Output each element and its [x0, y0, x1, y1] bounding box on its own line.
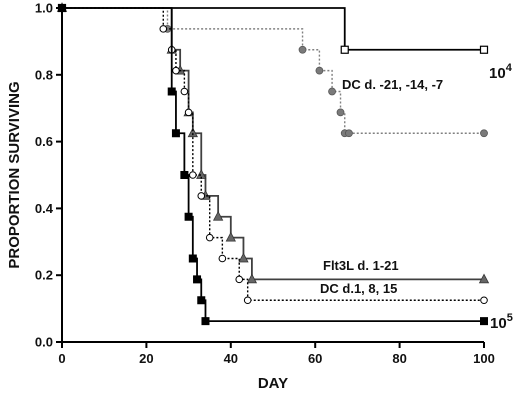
annotations: 104 DC d. -21, -14, -7 Flt3L d. 1-21 DC … [320, 62, 513, 332]
x-ticks: 0 20 40 60 80 100 [58, 342, 495, 366]
data-point [340, 45, 349, 54]
y-tick-label: 0.6 [35, 134, 53, 149]
x-tick-label: 100 [473, 351, 495, 366]
x-tick-label: 60 [308, 351, 322, 366]
data-point [238, 252, 249, 263]
series-gray-triangle [56, 2, 490, 284]
data-point [298, 45, 307, 54]
annotation-dc-post: DC d.1, 8, 15 [320, 281, 397, 296]
series-gray-circle [58, 4, 488, 138]
data-point [480, 296, 488, 305]
data-point [159, 25, 168, 33]
x-tick-label: 20 [139, 351, 153, 366]
data-point [336, 108, 345, 117]
x-tick-label: 80 [392, 351, 406, 366]
data-point [188, 254, 197, 263]
plot-frame [61, 8, 484, 343]
series-line [62, 7, 484, 301]
data-point [218, 254, 227, 263]
data-point [480, 317, 488, 326]
annotation-dose-10-4: 104 [489, 62, 513, 82]
data-point [246, 273, 258, 284]
series-line [62, 7, 484, 281]
data-point [171, 129, 180, 138]
data-point [184, 212, 193, 221]
data-point [315, 66, 324, 75]
annotation-dose-10-5-exp: 5 [507, 312, 513, 324]
data-point [180, 87, 189, 96]
series-black-square [58, 4, 488, 326]
y-ticks: 0.0 0.2 0.4 0.6 0.8 1.0 [35, 1, 62, 350]
series-layer [56, 2, 490, 326]
annotation-flt3l: Flt3L d. 1-21 [323, 258, 399, 273]
annotation-dc-pre: DC d. -21, -14, -7 [342, 77, 443, 92]
data-point [189, 171, 197, 179]
annotation-dose-10-5-base: 10 [490, 315, 507, 332]
data-point [58, 4, 66, 12]
data-point [197, 296, 206, 305]
data-point [180, 171, 189, 179]
y-tick-label: 1.0 [35, 1, 53, 16]
data-point [184, 108, 193, 117]
data-point [193, 275, 202, 284]
data-point [479, 45, 489, 54]
annotation-dose-10-4-exp: 4 [506, 62, 513, 74]
y-tick-label: 0.0 [35, 335, 53, 350]
annotation-dose-10-4-base: 10 [489, 65, 506, 82]
data-point [212, 210, 224, 221]
series-line [62, 7, 484, 51]
series-line [62, 7, 484, 323]
y-tick-label: 0.4 [35, 201, 54, 216]
data-point [235, 275, 244, 284]
x-tick-label: 40 [224, 351, 238, 366]
data-point [225, 231, 236, 242]
y-axis-title: PROPORTION SURVIVING [6, 81, 23, 268]
data-point [243, 296, 252, 305]
x-tick-label: 0 [58, 351, 65, 366]
data-point [205, 233, 214, 242]
x-axis-title: DAY [258, 375, 288, 392]
data-point [201, 317, 210, 326]
data-point [167, 87, 176, 96]
y-tick-label: 0.2 [35, 268, 53, 283]
annotation-dose-10-5: 105 [490, 312, 513, 332]
data-point [172, 66, 180, 75]
data-point [480, 129, 488, 138]
data-point [187, 127, 198, 138]
series-line [62, 7, 484, 134]
data-point [478, 273, 490, 284]
data-point [328, 87, 336, 96]
data-point [197, 192, 206, 200]
y-tick-label: 0.8 [35, 67, 53, 82]
series-open-square [57, 3, 489, 54]
data-point [345, 129, 353, 138]
